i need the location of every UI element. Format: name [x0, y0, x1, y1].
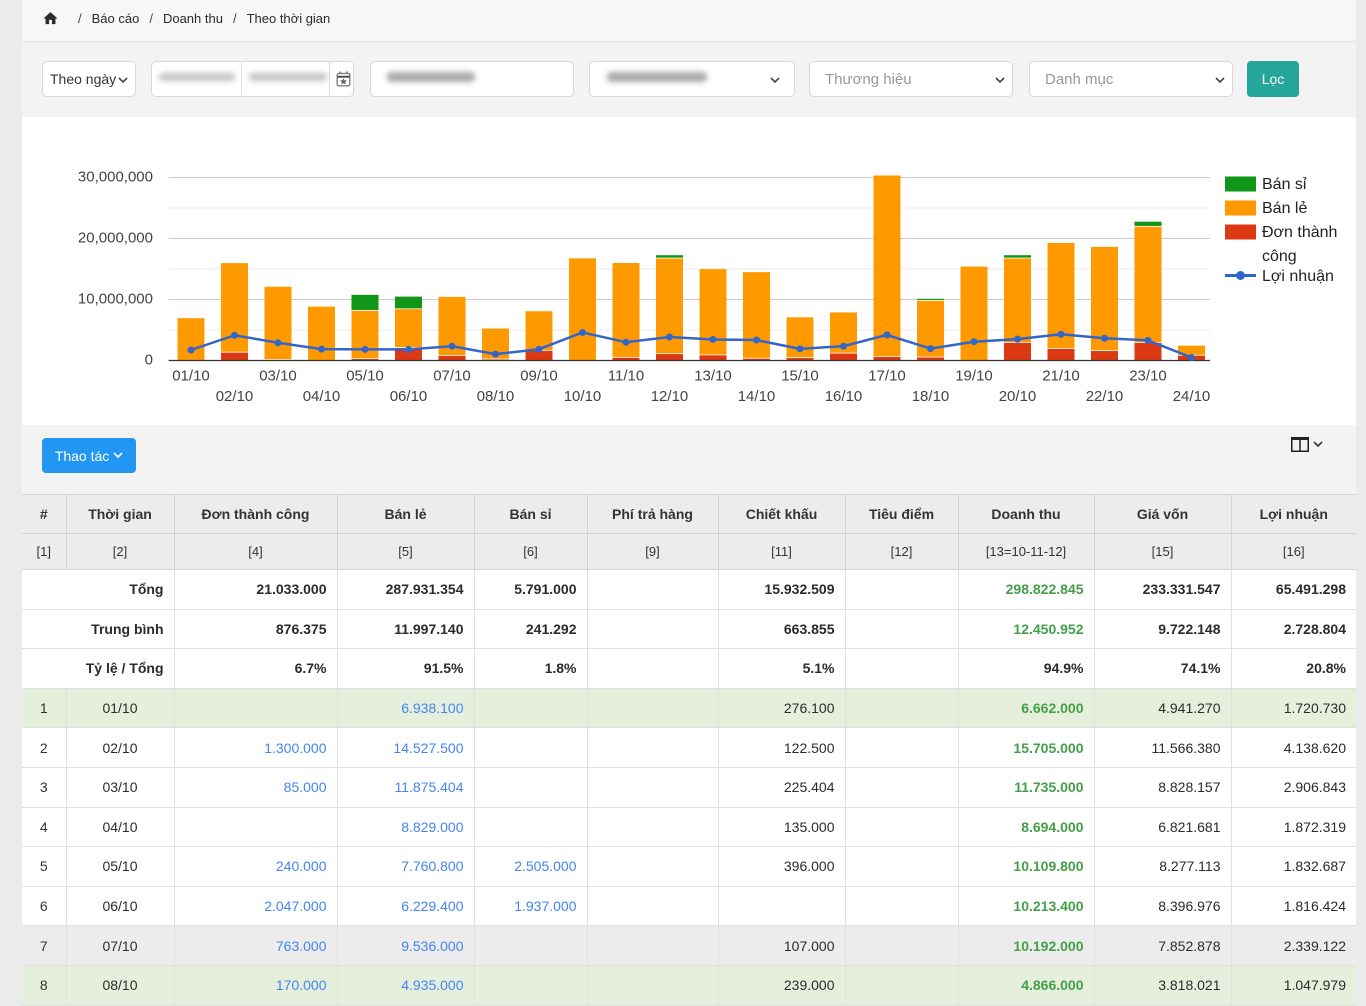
svg-text:05/10: 05/10 [346, 368, 384, 385]
svg-text:15/10: 15/10 [781, 368, 819, 385]
svg-text:16/10: 16/10 [825, 388, 863, 405]
svg-text:01/10: 01/10 [172, 368, 210, 385]
svg-text:06/10: 06/10 [390, 388, 428, 405]
svg-text:04/10: 04/10 [303, 388, 341, 405]
svg-text:18/10: 18/10 [912, 388, 950, 405]
svg-text:24/10: 24/10 [1173, 388, 1211, 405]
svg-text:10,000,000: 10,000,000 [78, 291, 153, 308]
svg-text:02/10: 02/10 [216, 388, 254, 405]
svg-text:12/10: 12/10 [651, 388, 689, 405]
svg-text:30,000,000: 30,000,000 [78, 169, 153, 186]
svg-text:14/10: 14/10 [738, 388, 776, 405]
svg-text:17/10: 17/10 [868, 368, 906, 385]
svg-text:08/10: 08/10 [477, 388, 515, 405]
svg-text:20/10: 20/10 [999, 388, 1037, 405]
svg-text:23/10: 23/10 [1129, 368, 1167, 385]
svg-text:21/10: 21/10 [1042, 368, 1080, 385]
svg-text:công: công [1262, 248, 1297, 265]
svg-text:13/10: 13/10 [694, 368, 732, 385]
svg-text:Đơn thành: Đơn thành [1262, 224, 1337, 241]
svg-text:20,000,000: 20,000,000 [78, 230, 153, 247]
svg-text:03/10: 03/10 [259, 368, 297, 385]
svg-text:Lợi nhuận: Lợi nhuận [1262, 268, 1334, 285]
svg-text:0: 0 [145, 352, 153, 369]
svg-text:07/10: 07/10 [433, 368, 471, 385]
svg-text:10/10: 10/10 [564, 388, 602, 405]
svg-text:Bán sỉ: Bán sỉ [1262, 176, 1307, 193]
svg-text:22/10: 22/10 [1086, 388, 1124, 405]
svg-text:19/10: 19/10 [955, 368, 993, 385]
svg-text:09/10: 09/10 [520, 368, 558, 385]
svg-text:11/10: 11/10 [608, 368, 644, 385]
svg-text:Bán lẻ: Bán lẻ [1262, 200, 1307, 217]
